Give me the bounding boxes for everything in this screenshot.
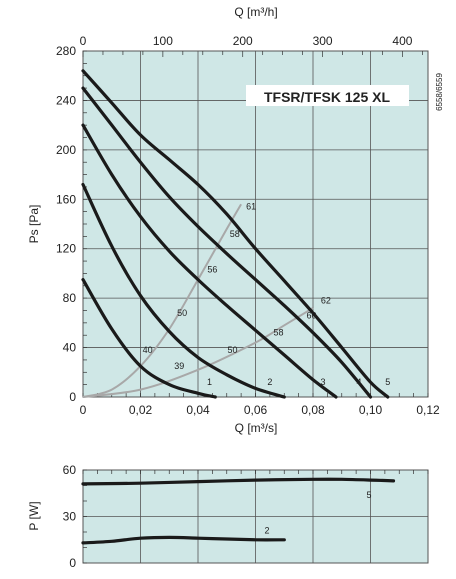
top-x-axis-label: Q [m³/h] — [234, 5, 277, 19]
top-x-tick-label: 300 — [313, 34, 333, 48]
curve-annotation: 4 — [356, 377, 361, 387]
y-tick-label: 200 — [56, 143, 76, 157]
y-tick-label: 240 — [56, 93, 76, 107]
system-curve — [82, 307, 314, 398]
top-x-tick-label: 400 — [392, 34, 412, 48]
fan-curve-1 — [81, 278, 217, 399]
title-background — [246, 85, 409, 106]
curve-annotation: 2 — [267, 377, 272, 387]
y-tick-label: 120 — [56, 242, 76, 256]
curve-annotation: 58 — [230, 229, 240, 239]
top-x-tick-label: 100 — [153, 34, 173, 48]
curve-annotation: 50 — [227, 345, 237, 355]
power-grid — [83, 470, 428, 563]
model-code: 6558/6559 — [435, 73, 444, 111]
system-curve — [82, 203, 242, 398]
x-tick-labels: 0 0,02 0,04 0,06 0,08 0,10 0,12 — [80, 403, 440, 417]
x-tick-label: 0 — [80, 403, 87, 417]
top-x-tick-labels: 0 100 200 300 400 — [80, 34, 413, 48]
curve-annotations: 61 58 56 50 40 39 50 58 60 62 1 2 3 4 5 — [143, 202, 391, 387]
system-curves — [82, 203, 314, 398]
x-tick-label: 0,08 — [301, 403, 325, 417]
power-axis-ticks — [82, 469, 429, 564]
x-tick-label: 0,12 — [416, 403, 440, 417]
y-tick-label: 80 — [63, 291, 77, 305]
pressure-grid — [83, 51, 428, 397]
power-y-tick-label: 60 — [63, 463, 77, 477]
x-tick-label: 0,10 — [359, 403, 383, 417]
fan-curves — [81, 69, 390, 399]
curve-annotation: 50 — [177, 308, 187, 318]
curve-annotation: 1 — [207, 377, 212, 387]
x-tick-label: 0,04 — [186, 403, 210, 417]
power-y-axis-label: P [W] — [27, 501, 41, 530]
y-tick-label: 160 — [56, 192, 76, 206]
x-axis-label: Q [m³/s] — [235, 421, 278, 435]
fan-curve-2 — [81, 182, 286, 399]
top-x-tick-label: 200 — [233, 34, 253, 48]
power-y-tick-label: 0 — [69, 556, 76, 570]
x-tick-label: 0,02 — [129, 403, 153, 417]
curve-annotation: 56 — [207, 265, 217, 275]
power-y-tick-label: 30 — [63, 510, 77, 524]
chart-title: TFSR/TFSK 125 XL — [264, 89, 390, 105]
curve-annotation: 58 — [273, 328, 283, 338]
y-axis-label: Ps [Pa] — [27, 205, 41, 244]
fan-curve-4 — [81, 86, 373, 399]
curve-annotation: 5 — [385, 377, 390, 387]
curve-annotation: 60 — [307, 310, 317, 320]
power-curve-5 — [81, 477, 396, 486]
curve-annotation: 62 — [321, 296, 331, 306]
power-annotation: 2 — [264, 525, 269, 535]
power-annotations: 52 — [264, 490, 371, 536]
top-x-tick-label: 0 — [80, 34, 87, 48]
fan-curve-3 — [81, 123, 338, 399]
power-curves — [81, 477, 396, 545]
y-tick-label: 0 — [69, 390, 76, 404]
curve-annotation: 39 — [174, 361, 184, 371]
curve-annotation: 40 — [143, 345, 153, 355]
curve-annotation: 61 — [246, 202, 256, 212]
y-tick-label: 280 — [56, 44, 76, 58]
power-annotation: 5 — [367, 490, 372, 500]
x-tick-label: 0,06 — [244, 403, 268, 417]
power-y-tick-labels: 0 30 60 — [63, 463, 77, 570]
power-curve-2 — [81, 535, 286, 545]
pressure-chart: 0 0,02 0,04 0,06 0,08 0,10 0,12 0 100 200 300 400 … — [27, 5, 444, 435]
y-tick-labels: 0 40 80 120 160 200 240 280 — [56, 44, 76, 404]
curve-annotation: 3 — [321, 377, 326, 387]
y-tick-label: 40 — [63, 341, 77, 355]
fan-curve-5 — [81, 69, 390, 399]
